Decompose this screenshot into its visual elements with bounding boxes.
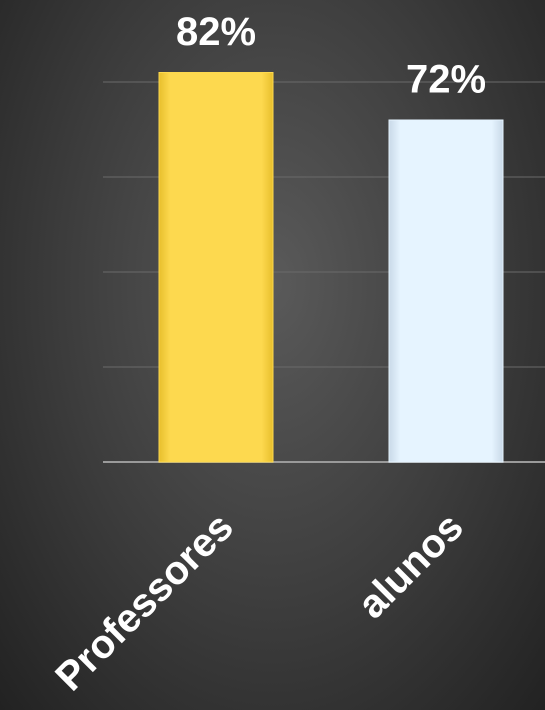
bar xyxy=(158,72,274,463)
x-tick-label: Professores xyxy=(47,505,242,700)
value-label: 82% xyxy=(176,10,256,54)
x-tick-label: alunos xyxy=(350,505,472,627)
bar xyxy=(388,119,504,463)
value-label: 72% xyxy=(406,58,486,102)
